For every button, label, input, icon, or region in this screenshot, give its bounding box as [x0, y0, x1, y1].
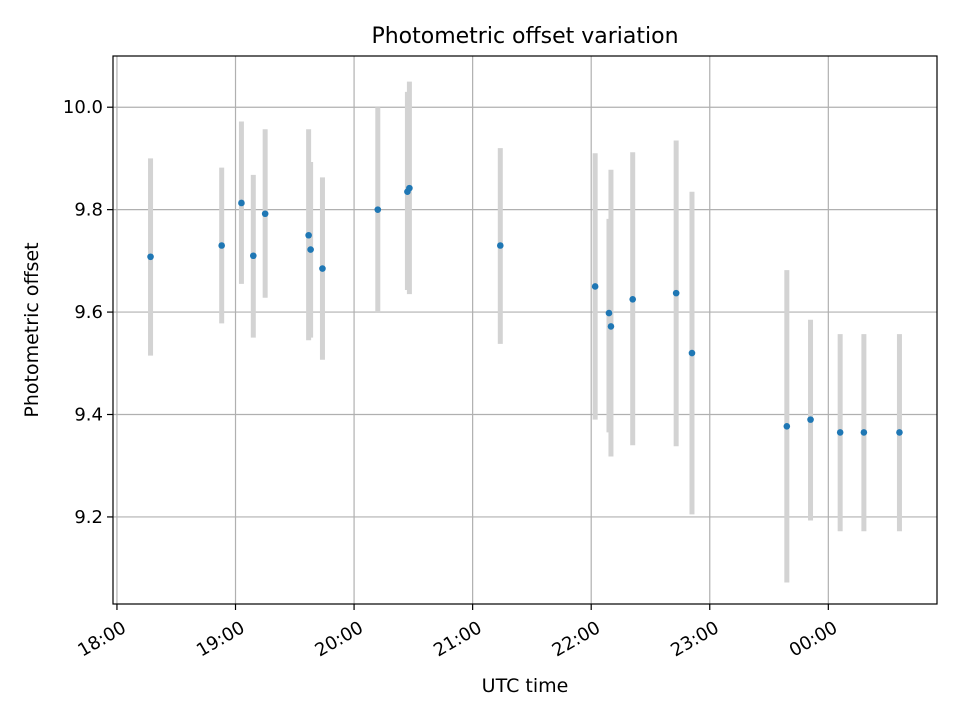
x-tick-label: 00:00: [786, 617, 841, 661]
data-point: [496, 242, 504, 249]
y-axis-label: Photometric offset: [21, 242, 43, 417]
grid: [113, 56, 937, 604]
y-tick-label: 9.2: [74, 507, 103, 528]
data-point: [238, 199, 245, 207]
data-point: [307, 246, 314, 253]
data-point: [605, 309, 613, 317]
data-point: [896, 429, 903, 436]
x-axis-label: UTC time: [482, 675, 569, 697]
plot-background: [113, 56, 937, 604]
data-point: [783, 422, 791, 430]
data-point: [860, 429, 868, 436]
y-tick-label: 9.8: [74, 200, 103, 221]
y-tick-label: 9.4: [74, 405, 103, 426]
data-point: [607, 323, 615, 330]
data-point: [305, 231, 312, 239]
data-point: [319, 265, 326, 272]
data-point: [249, 252, 257, 260]
data-point: [406, 184, 413, 192]
x-tick-label: 21:00: [430, 617, 485, 661]
data-point: [629, 295, 636, 303]
data-point: [807, 416, 814, 423]
data-point: [147, 253, 154, 261]
plot-frame: [112, 55, 938, 605]
x-axis: 18:00 19:00 20:00 21:00 22:00 23:00 00:00: [74, 604, 841, 661]
x-tick-label: 20:00: [312, 617, 367, 661]
x-tick-label: 19:00: [193, 617, 248, 661]
y-tick-label: 10.0: [63, 97, 103, 118]
data-point: [591, 283, 599, 290]
data-points: [147, 184, 903, 436]
y-tick-label: 9.6: [74, 302, 103, 323]
x-tick-label: 18:00: [74, 617, 129, 661]
data-point: [218, 242, 225, 249]
data-point: [836, 429, 844, 436]
x-tick-label: 22:00: [549, 617, 604, 661]
chart-title: Photometric offset variation: [371, 24, 678, 49]
y-axis: 9.2 9.4 9.6 9.8 10.0: [63, 97, 113, 528]
data-point: [672, 289, 680, 297]
data-point: [688, 349, 696, 357]
data-point: [374, 206, 382, 213]
data-point: [261, 210, 269, 218]
x-tick-label: 23:00: [667, 617, 722, 661]
